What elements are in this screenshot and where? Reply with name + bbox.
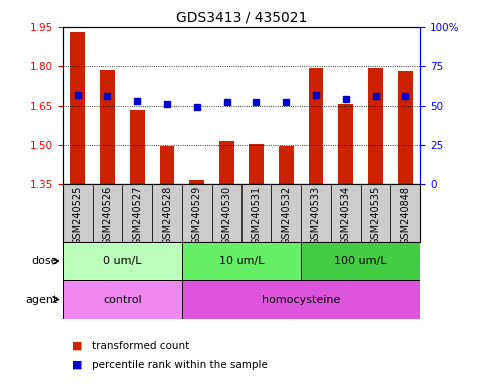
Bar	[152, 184, 182, 242]
Bar	[212, 184, 242, 242]
Text: ■: ■	[72, 360, 83, 370]
Text: GSM240526: GSM240526	[102, 186, 113, 245]
Bar	[368, 68, 383, 184]
Text: homocysteine: homocysteine	[262, 295, 340, 305]
Bar	[130, 109, 145, 184]
Text: 10 um/L: 10 um/L	[219, 256, 264, 266]
Text: GSM240530: GSM240530	[222, 186, 232, 245]
Bar	[219, 141, 234, 184]
Bar	[63, 184, 93, 242]
Bar	[249, 144, 264, 184]
Text: ■: ■	[72, 341, 83, 351]
Text: GSM240534: GSM240534	[341, 186, 351, 245]
Bar	[398, 71, 413, 184]
Text: 100 um/L: 100 um/L	[334, 256, 387, 266]
Bar	[122, 184, 152, 242]
Bar	[331, 184, 361, 242]
Text: GSM240848: GSM240848	[400, 186, 411, 245]
Bar	[279, 146, 294, 184]
Title: GDS3413 / 435021: GDS3413 / 435021	[176, 10, 307, 24]
Bar	[242, 184, 271, 242]
Text: 0 um/L: 0 um/L	[103, 256, 142, 266]
Text: GSM240531: GSM240531	[251, 186, 261, 245]
Text: GSM240527: GSM240527	[132, 186, 142, 245]
Text: transformed count: transformed count	[92, 341, 189, 351]
Bar	[93, 184, 122, 242]
Text: GSM240529: GSM240529	[192, 186, 202, 245]
Bar	[182, 184, 212, 242]
Text: GSM240533: GSM240533	[311, 186, 321, 245]
Text: GSM240532: GSM240532	[281, 186, 291, 245]
Bar	[301, 242, 420, 280]
Bar	[390, 184, 420, 242]
Bar	[182, 280, 420, 319]
Bar	[100, 70, 115, 184]
Text: dose: dose	[31, 256, 58, 266]
Bar	[361, 184, 390, 242]
Bar	[70, 32, 85, 184]
Bar	[271, 184, 301, 242]
Text: GSM240525: GSM240525	[72, 186, 83, 245]
Bar	[309, 68, 324, 184]
Text: percentile rank within the sample: percentile rank within the sample	[92, 360, 268, 370]
Bar	[301, 184, 331, 242]
Bar	[63, 242, 182, 280]
Bar	[189, 180, 204, 184]
Text: GSM240535: GSM240535	[370, 186, 381, 245]
Text: control: control	[103, 295, 142, 305]
Bar	[182, 242, 301, 280]
Bar	[159, 146, 174, 184]
Text: GSM240528: GSM240528	[162, 186, 172, 245]
Bar	[63, 280, 182, 319]
Text: agent: agent	[26, 295, 58, 305]
Bar	[338, 104, 353, 184]
